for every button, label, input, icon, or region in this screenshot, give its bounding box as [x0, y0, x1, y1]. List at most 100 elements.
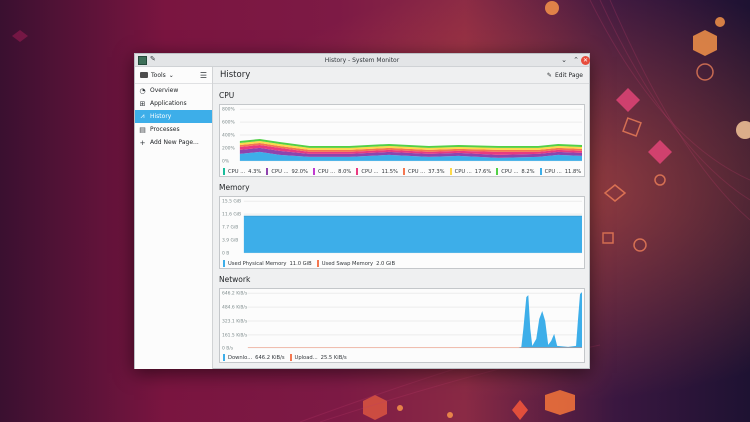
legend-swatch [266, 168, 269, 175]
sidebar-item-label: Overview [150, 87, 179, 94]
legend-item: CPU ... 8.2% [496, 168, 535, 175]
chevron-down-icon: ⌄ [168, 71, 174, 79]
sidebar-toolbar: Tools ⌄ ☰ [135, 67, 212, 84]
network-y-tick: 646.2 KiB/s [222, 291, 248, 297]
memory-history-chart: 15.5 GiB 11.6 GiB 7.7 GiB 3.9 GiB 0 B [222, 199, 583, 256]
maximize-button[interactable]: ⌃ [573, 56, 579, 64]
network-y-tick: 0 B/s [222, 345, 234, 351]
network-legend: Downlo... 646.2 KiB/s Upload... 25.5 KiB/s [223, 354, 347, 361]
edit-pencil-icon: ✎ [546, 71, 552, 79]
legend-item: CPU ... 11.8% [539, 168, 581, 175]
legend-label: Used Swap Memory [321, 260, 374, 267]
sidebar-item-add-new-page[interactable]: + Add New Page... [135, 136, 212, 149]
sidebar: Tools ⌄ ☰ ◔ Overview ⊞ Applications ⩘ Hi… [135, 67, 213, 369]
legend-item: Used Swap Memory 2.0 GiB [316, 260, 396, 267]
hamburger-menu-icon[interactable]: ☰ [199, 70, 207, 80]
legend-item: CPU ... 37.3% [402, 168, 445, 175]
legend-value: 4.3% [248, 168, 262, 175]
legend-label: Downlo... [228, 354, 253, 361]
legend-label: CPU ... [454, 168, 472, 175]
system-monitor-window: ✎ History - System Monitor ⌄ ⌃ ✕ Tools ⌄… [134, 53, 590, 369]
legend-label: Upload... [294, 354, 318, 361]
system-monitor-app-icon[interactable] [138, 56, 147, 65]
tools-label: Tools [151, 71, 166, 79]
legend-value: 92.0% [291, 168, 308, 175]
legend-item: CPU ... 11.5% [356, 168, 398, 175]
legend-label: CPU ... [361, 168, 379, 175]
legend-value: 8.0% [338, 168, 352, 175]
legend-swatch [402, 168, 405, 175]
legend-label: CPU ... [228, 168, 246, 175]
edit-page-button[interactable]: ✎ Edit Page [547, 72, 583, 79]
memory-history-panel: 15.5 GiB 11.6 GiB 7.7 GiB 3.9 GiB 0 B Us… [219, 196, 585, 269]
gauge-icon: ◔ [139, 86, 146, 95]
pin-icon[interactable]: ✎ [150, 55, 156, 63]
minimize-button[interactable]: ⌄ [561, 56, 567, 64]
legend-swatch [289, 354, 292, 361]
cpu-legend: CPU ... 4.3% CPU ... 92.0% CPU ... 8.0% CPU… [223, 168, 581, 175]
legend-value: 11.5% [381, 168, 398, 175]
sidebar-item-label: Processes [150, 126, 180, 133]
cpu-y-tick: 0% [222, 158, 229, 164]
cpu-history-panel: 800% 600% 400% 200% 0% CPU ... 4.3% CPU .… [219, 104, 585, 177]
memory-legend: Used Physical Memory 11.0 GiB Used Swap M… [223, 260, 395, 267]
cpu-series-area-7 [239, 147, 583, 158]
chart-icon: ⩘ [140, 112, 145, 120]
sidebar-item-history[interactable]: ⩘ History [135, 110, 212, 123]
cpu-y-tick: 200% [222, 145, 235, 151]
edit-page-label: Edit Page [554, 71, 583, 79]
sidebar-item-overview[interactable]: ◔ Overview [135, 84, 212, 97]
memory-y-tick: 3.9 GiB [222, 237, 238, 243]
legend-swatch [223, 168, 225, 175]
page-header: History ✎ Edit Page [213, 67, 589, 84]
legend-swatch [223, 354, 225, 361]
legend-label: CPU ... [544, 168, 562, 175]
legend-item: CPU ... 92.0% [266, 168, 308, 175]
page-title: History [220, 70, 251, 80]
window-title: History - System Monitor [324, 56, 400, 64]
legend-swatch [312, 168, 315, 175]
legend-item: CPU ... 8.0% [312, 168, 352, 175]
legend-swatch [539, 168, 542, 175]
legend-item: CPU ... 4.3% [223, 168, 261, 175]
sidebar-item-processes[interactable]: ▤ Processes [135, 123, 212, 136]
cpu-series-area-8 [239, 151, 583, 161]
network-history-chart: 646.2 KiB/s 484.6 KiB/s 323.1 KiB/s 161.… [222, 291, 583, 351]
cpu-series-area-4 [239, 140, 583, 150]
close-button[interactable]: ✕ [581, 56, 590, 65]
network-history-panel: 646.2 KiB/s 484.6 KiB/s 323.1 KiB/s 161.… [219, 288, 585, 363]
memory-y-tick: 15.5 GiB [222, 199, 241, 205]
sidebar-item-label: Add New Page... [150, 139, 199, 146]
memory-section-title: Memory [219, 183, 250, 192]
download-series-area [247, 292, 583, 348]
main-content: History ✎ Edit Page CPU 800% 600% [213, 67, 589, 369]
network-y-tick: 161.5 KiB/s [222, 332, 248, 338]
network-y-tick: 484.6 KiB/s [222, 305, 248, 311]
used-physical-memory-area [243, 216, 583, 253]
cpu-series-area-5 [239, 142, 583, 152]
memory-y-tick: 0 B [222, 250, 229, 256]
grid-icon: ⊞ [139, 99, 146, 108]
legend-item: CPU ... 17.6% [449, 168, 492, 175]
legend-value: 17.6% [474, 168, 492, 175]
legend-label: CPU ... [271, 168, 289, 175]
toolbox-icon [140, 72, 148, 78]
legend-value: 8.2% [521, 168, 535, 175]
cpu-series-area-3 [239, 138, 583, 148]
legend-item: Downlo... 646.2 KiB/s [223, 354, 285, 361]
memory-y-tick: 7.7 GiB [222, 224, 238, 230]
cpu-section-title: CPU [219, 91, 235, 100]
plus-icon: + [139, 138, 146, 147]
titlebar[interactable]: ✎ History - System Monitor ⌄ ⌃ ✕ [135, 54, 590, 67]
legend-label: CPU ... [407, 168, 426, 175]
legend-swatch [496, 168, 499, 175]
sidebar-item-applications[interactable]: ⊞ Applications [135, 97, 212, 110]
tools-menu-button[interactable]: Tools ⌄ [140, 72, 174, 79]
cpu-y-tick: 600% [222, 120, 235, 126]
network-section-title: Network [219, 275, 251, 284]
memory-y-tick: 11.6 GiB [222, 212, 241, 218]
cpu-y-tick: 800% [222, 107, 235, 113]
legend-value: 2.0 GiB [376, 260, 396, 267]
legend-swatch [356, 168, 359, 175]
legend-label: Used Physical Memory [228, 260, 287, 267]
